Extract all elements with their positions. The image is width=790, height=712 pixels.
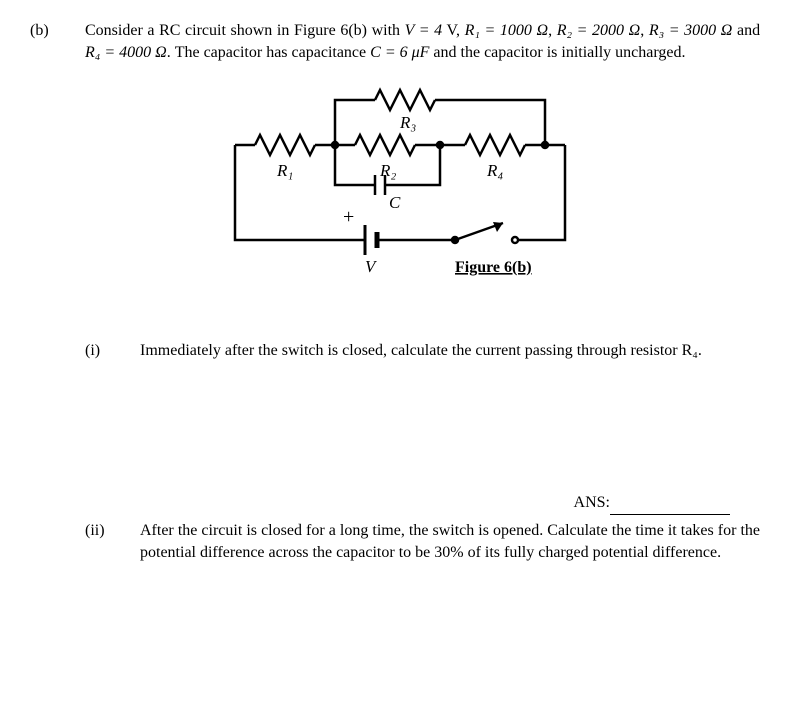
part-ii-text: After the circuit is closed for a long t… xyxy=(140,520,760,565)
resistor-r4 xyxy=(465,135,525,155)
part-ii-label: (ii) xyxy=(85,520,140,565)
equation-R2: R₂ = 2000 Ω xyxy=(557,22,641,39)
circuit-diagram-container: R₃ R₁ R₂ R₄ C + V Figure 6(b) xyxy=(30,80,760,310)
text-segment: V, xyxy=(442,22,464,39)
problem-statement: (b) Consider a RC circuit shown in Figur… xyxy=(30,20,760,65)
wire-bottom-right xyxy=(518,145,565,240)
equation-C: C = 6 μF xyxy=(370,44,429,61)
text-segment: . The capacitor has capacitance xyxy=(167,44,370,61)
label-r2: R₂ xyxy=(379,161,396,180)
answer-line: ANS: xyxy=(30,492,730,514)
label-plus: + xyxy=(343,206,354,228)
equation-R3: R₃ = 3000 Ω xyxy=(649,22,733,39)
label-v: V xyxy=(365,257,378,276)
part-ii-container: (ii) After the circuit is closed for a l… xyxy=(30,520,760,565)
equation-R1: R₁ = 1000 Ω xyxy=(465,22,549,39)
part-i-container: (i) Immediately after the switch is clos… xyxy=(30,340,760,362)
part-i-label: (i) xyxy=(85,340,140,362)
text-segment: and xyxy=(732,22,760,39)
problem-text: Consider a RC circuit shown in Figure 6(… xyxy=(85,20,760,65)
equation-R4: R₄ = 4000 Ω xyxy=(85,44,167,61)
label-r1: R₁ xyxy=(276,161,293,180)
label-c: C xyxy=(389,193,401,212)
label-r4: R₄ xyxy=(486,161,503,180)
circuit-diagram: R₃ R₁ R₂ R₄ C + V Figure 6(b) xyxy=(185,80,605,310)
junction-3 xyxy=(542,142,548,148)
part-i-text: Immediately after the switch is closed, … xyxy=(140,340,760,362)
ans-label: ANS: xyxy=(574,494,610,511)
junction-2 xyxy=(437,142,443,148)
ans-blank xyxy=(610,514,730,515)
text-segment: and the capacitor is initially uncharged… xyxy=(429,44,685,61)
resistor-r3 xyxy=(375,90,435,110)
problem-label: (b) xyxy=(30,20,85,65)
junction-1 xyxy=(332,142,338,148)
text-segment: , xyxy=(548,22,557,39)
equation-V: V = 4 xyxy=(405,22,443,39)
wire-top-left xyxy=(335,100,375,145)
switch-terminal-right xyxy=(512,237,518,243)
text-segment: , xyxy=(640,22,649,39)
text-segment: Consider a RC circuit shown in Figure 6(… xyxy=(85,22,405,39)
resistor-r1 xyxy=(255,135,315,155)
label-r3: R₃ xyxy=(399,113,416,132)
wire-top-right xyxy=(435,100,545,145)
figure-caption: Figure 6(b) xyxy=(455,259,532,276)
resistor-r2 xyxy=(355,135,415,155)
